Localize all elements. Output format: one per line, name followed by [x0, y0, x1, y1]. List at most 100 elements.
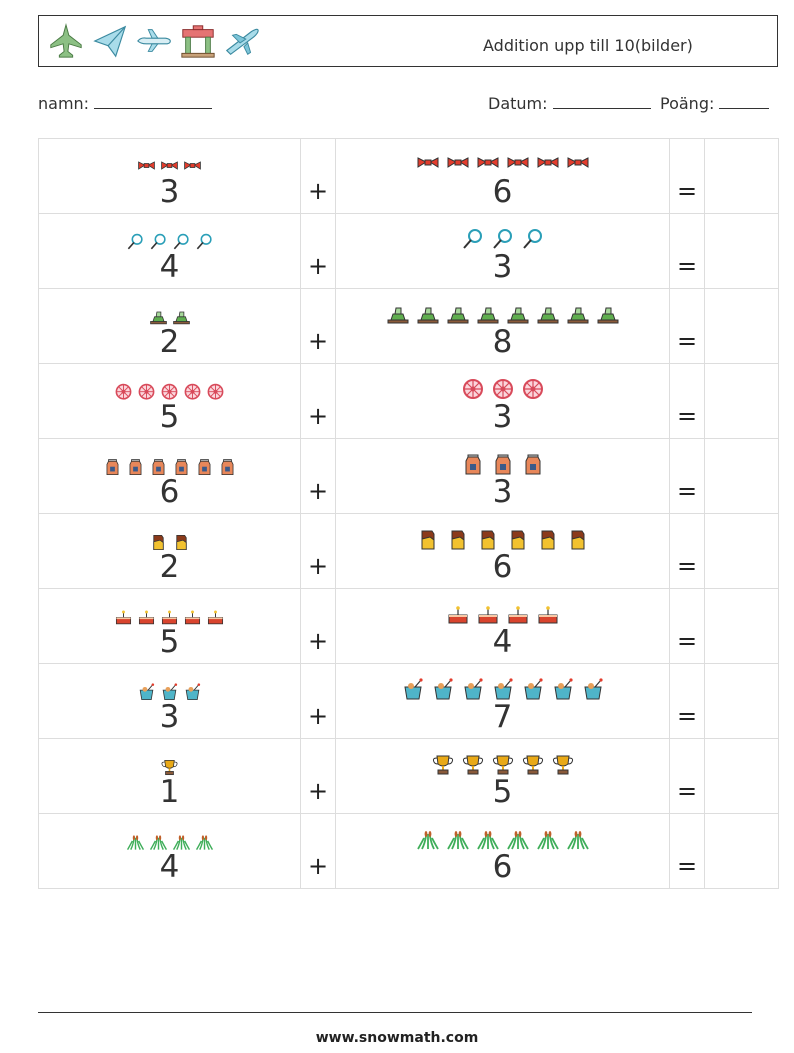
operand-number: 4 — [159, 249, 180, 285]
operand-number: 3 — [159, 174, 180, 210]
equals-cell: = — [669, 288, 705, 364]
equals-cell: = — [669, 813, 705, 889]
magnifier-icon — [462, 229, 482, 249]
operand-icons — [126, 830, 214, 852]
footer-divider — [38, 1012, 752, 1013]
problem-row: 6 + 3 = — [38, 438, 779, 514]
bow-tie-icon — [161, 161, 178, 170]
milk-carton-icon — [525, 454, 540, 475]
problem-row: 5 + 4 = — [38, 588, 779, 664]
boat-icon — [477, 307, 498, 324]
plus-cell: + — [300, 813, 336, 889]
boat-icon — [447, 307, 468, 324]
boat-icon — [172, 311, 190, 325]
operand-a-cell: 6 — [38, 438, 301, 514]
operand-icons — [416, 149, 590, 177]
boat-icon — [149, 311, 167, 325]
wheel-icon — [184, 383, 201, 400]
score-line[interactable] — [719, 94, 770, 109]
chocolate-icon — [571, 530, 584, 550]
milk-carton-icon — [175, 459, 187, 476]
operand-number: 3 — [492, 399, 513, 435]
wheel-icon — [115, 383, 132, 400]
trophy-icon — [462, 755, 483, 775]
operand-number: 6 — [159, 474, 180, 510]
cake-icon — [508, 606, 527, 624]
equals-sign: = — [676, 777, 698, 805]
equals-sign: = — [676, 627, 698, 655]
answer-cell[interactable] — [704, 813, 779, 889]
chocolate-icon — [511, 530, 524, 550]
chocolate-icon — [451, 530, 464, 550]
operand-icons — [401, 674, 605, 702]
chocolate-icon — [152, 534, 164, 551]
operand-icons — [386, 299, 620, 327]
operand-number: 5 — [159, 399, 180, 435]
bow-tie-icon — [567, 157, 588, 168]
problem-row: 4 + 3 = — [38, 213, 779, 289]
answer-cell[interactable] — [704, 363, 779, 439]
operand-icons — [126, 230, 214, 252]
magnifier-icon — [492, 229, 512, 249]
operand-icons — [149, 305, 191, 327]
operand-icons — [114, 605, 225, 627]
cake-icon — [138, 610, 155, 625]
answer-cell[interactable] — [704, 588, 779, 664]
equals-cell: = — [669, 588, 705, 664]
plus-sign: + — [307, 702, 329, 730]
bow-tie-icon — [138, 161, 155, 170]
answer-cell[interactable] — [704, 738, 779, 814]
cake-icon — [115, 610, 132, 625]
plus-sign: + — [307, 477, 329, 505]
operand-a-cell: 5 — [38, 363, 301, 439]
equals-sign: = — [676, 252, 698, 280]
operand-number: 2 — [159, 549, 180, 585]
score-field: Poäng: — [660, 94, 770, 113]
bow-tie-icon — [537, 157, 558, 168]
operand-number: 6 — [492, 849, 513, 885]
plus-cell: + — [300, 138, 336, 214]
operand-a-cell: 4 — [38, 813, 301, 889]
operand-icons — [103, 455, 237, 477]
milk-carton-icon — [198, 459, 210, 476]
operand-icons — [461, 374, 545, 402]
operand-a-cell: 2 — [38, 513, 301, 589]
reed-grass-icon — [446, 831, 469, 850]
operand-number: 3 — [492, 249, 513, 285]
sand-bucket-icon — [139, 683, 155, 701]
fighter-jet-icon — [50, 23, 82, 58]
answer-cell[interactable] — [704, 438, 779, 514]
trophy-icon — [522, 755, 543, 775]
equals-sign: = — [676, 402, 698, 430]
plus-cell: + — [300, 663, 336, 739]
problem-row: 4 + 6 = — [38, 813, 779, 889]
problem-row: 2 + 8 = — [38, 288, 779, 364]
milk-carton-icon — [129, 459, 141, 476]
plus-cell: + — [300, 588, 336, 664]
operand-number: 2 — [159, 324, 180, 360]
trophy-icon — [432, 755, 453, 775]
answer-cell[interactable] — [704, 663, 779, 739]
magnifier-icon — [150, 233, 166, 250]
magnifier-icon — [196, 233, 212, 250]
problems-table: 3 + 6 = 4 + 3 = 2 + 8 = 5 + 3 = 6 + 3 = — [38, 138, 779, 889]
problem-row: 3 + 7 = — [38, 663, 779, 739]
answer-cell[interactable] — [704, 213, 779, 289]
answer-cell[interactable] — [704, 138, 779, 214]
date-line[interactable] — [552, 94, 651, 109]
answer-cell[interactable] — [704, 288, 779, 364]
operand-a-cell: 4 — [38, 213, 301, 289]
plus-cell: + — [300, 738, 336, 814]
name-line[interactable] — [94, 94, 213, 109]
bow-tie-icon — [417, 157, 438, 168]
reed-grass-icon — [506, 831, 529, 850]
operand-b-cell: 3 — [335, 438, 670, 514]
problem-row: 1 + 5 = — [38, 738, 779, 814]
operand-icons — [461, 449, 545, 477]
operand-a-cell: 2 — [38, 288, 301, 364]
operand-icons — [149, 530, 191, 552]
answer-cell[interactable] — [704, 513, 779, 589]
chocolate-icon — [175, 534, 187, 551]
equals-sign: = — [676, 177, 698, 205]
reed-grass-icon — [566, 831, 589, 850]
